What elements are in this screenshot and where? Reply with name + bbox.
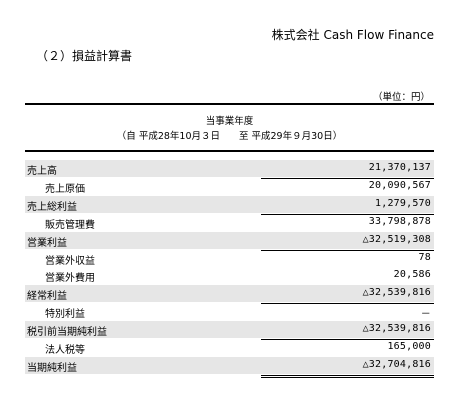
row-value: △32,539,816 [362, 287, 431, 299]
period-range: （自 平成28年10月３日 至 平成29年９月30日） [116, 131, 343, 142]
row-value: 33,798,878 [368, 215, 431, 227]
value-underline [261, 178, 434, 179]
statement-row: 当期純利益 △32,704,816 [25, 356, 434, 378]
row-value: △32,704,816 [362, 358, 431, 370]
row-value: 20,090,567 [368, 179, 431, 191]
row-value: △32,519,308 [362, 233, 431, 245]
unit-label: （単位：円） [372, 92, 430, 103]
row-value: － [420, 309, 431, 321]
value-underline [261, 249, 434, 251]
section-title: （２）損益計算書 [36, 49, 133, 63]
statement-row: 経常利益 △32,539,816 [25, 285, 434, 305]
row-label: 売上高 [27, 166, 57, 177]
row-label: 営業利益 [27, 237, 67, 249]
row-value: △32,539,816 [362, 323, 431, 335]
statement-row: 売上総利益 1,279,570 [25, 195, 434, 215]
row-value: 165,000 [387, 341, 431, 352]
row-label: 法人税等 [45, 345, 85, 356]
row-value: 78 [418, 251, 431, 263]
statement-row: 特別利益 － [25, 303, 434, 320]
statement-row: 営業利益 △32,519,308 [25, 231, 434, 251]
period-title: 当事業年度 [205, 116, 254, 127]
value-underline [261, 374, 434, 376]
row-label: 当期純利益 [27, 362, 77, 374]
row-label: 販売管理費 [45, 219, 95, 231]
value-underline [261, 303, 434, 305]
header-rule-top [25, 103, 434, 105]
row-label: 売上総利益 [27, 201, 77, 213]
value-underline [261, 213, 434, 215]
statement-row: 売上高 21,370,137 [25, 160, 434, 179]
value-double-underline [261, 376, 434, 378]
statement-row: 営業外費用 20,586 [25, 267, 434, 287]
company-name: 株式会社 Cash Flow Finance [271, 28, 434, 42]
row-value: 1,279,570 [375, 197, 431, 209]
row-label: 営業外費用 [45, 273, 95, 285]
value-underline [261, 339, 434, 341]
statement-row: 税引前当期純利益 △32,539,816 [25, 321, 434, 341]
statement-row: 営業外収益 78 [25, 250, 434, 267]
row-label: 営業外収益 [45, 255, 95, 267]
row-value: 20,586 [393, 269, 431, 281]
row-label: 経常利益 [27, 291, 67, 303]
row-label: 税引前当期純利益 [27, 327, 107, 339]
row-value: 21,370,137 [368, 162, 431, 173]
header-rule-bottom [25, 150, 434, 152]
row-label: 売上原価 [45, 183, 85, 195]
statement-row: 販売管理費 33,798,878 [25, 214, 434, 231]
statement-row: 売上原価 20,090,567 [25, 178, 434, 195]
statement-row: 法人税等 165,000 [25, 339, 434, 358]
row-label: 特別利益 [45, 309, 85, 321]
